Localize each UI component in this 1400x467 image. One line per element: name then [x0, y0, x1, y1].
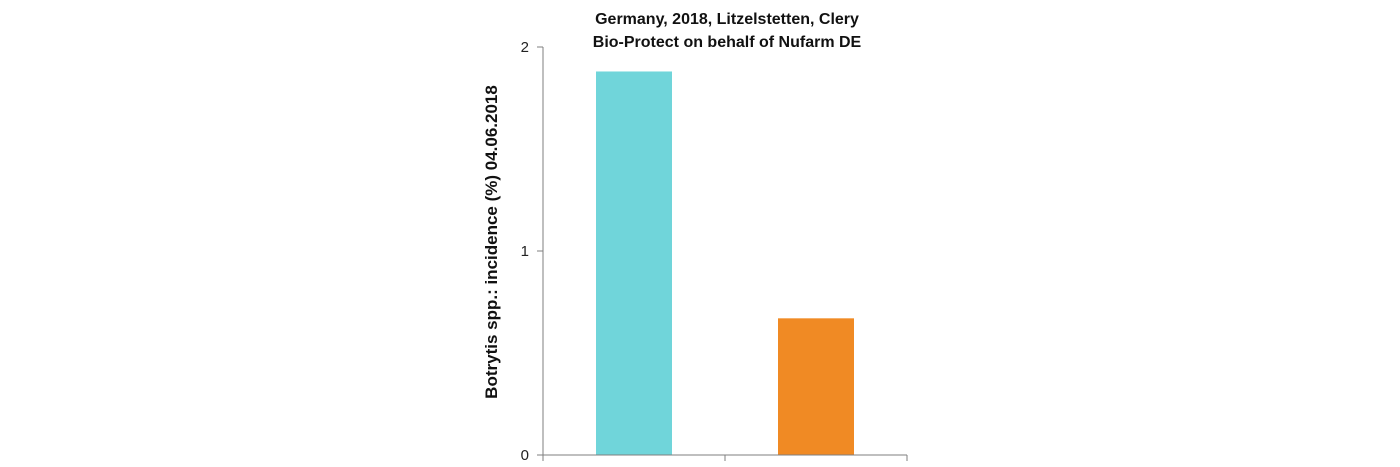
x-ticks-group — [542, 455, 908, 461]
bar-1 — [596, 71, 672, 455]
chart-title: Germany, 2018, Litzelstetten, Clery Bio-… — [593, 11, 862, 51]
y-tick-label: 0 — [521, 447, 529, 464]
bar-2 — [778, 318, 854, 455]
chart-title-line-2: Bio-Protect on behalf of Nufarm DE — [593, 34, 862, 51]
bars-group — [596, 71, 854, 455]
y-tick-label: 2 — [521, 39, 529, 56]
y-axis-label: Botrytis spp.: incidence (%) 04.06.2018 — [482, 85, 501, 399]
y-tick-label: 1 — [521, 243, 529, 260]
y-ticks-group: 0 1 2 — [521, 39, 543, 464]
chart-title-line-1: Germany, 2018, Litzelstetten, Clery — [595, 11, 859, 28]
